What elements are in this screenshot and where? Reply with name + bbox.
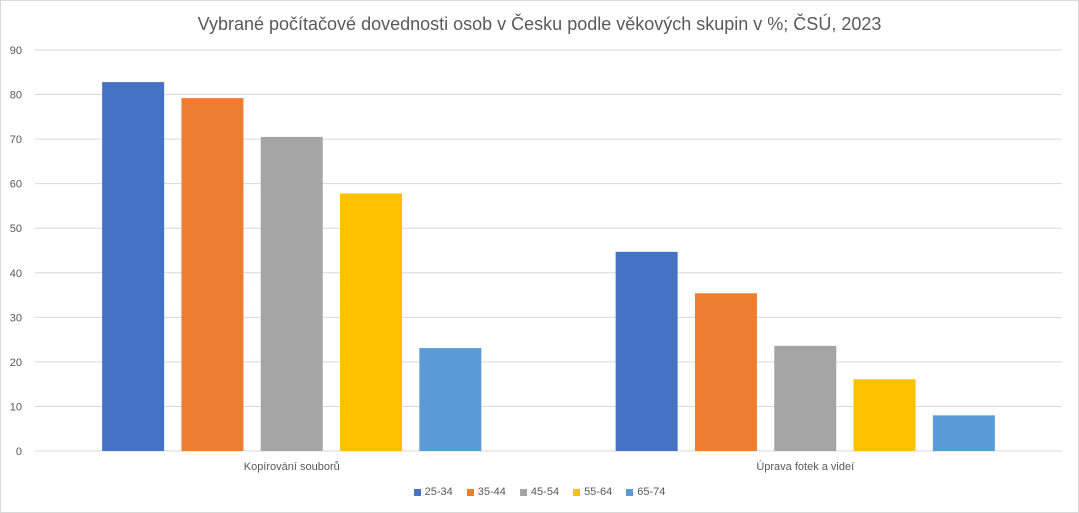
bar-25-34-1 <box>615 251 678 451</box>
bar-55-64-0 <box>340 193 403 452</box>
bar-45-54-0 <box>260 136 323 451</box>
bar-25-34-0 <box>102 82 165 451</box>
bar-35-44-0 <box>181 98 244 452</box>
y-tick-label: 70 <box>10 134 22 146</box>
y-tick-label: 40 <box>10 268 22 280</box>
y-tick-label: 60 <box>10 179 22 191</box>
bar-65-74-1 <box>932 415 995 451</box>
y-tick-label: 0 <box>16 446 22 458</box>
legend-swatch <box>626 488 634 496</box>
y-tick-label: 10 <box>10 401 22 413</box>
y-tick-label: 30 <box>10 312 22 324</box>
legend-item: 45-54 <box>519 486 560 498</box>
legend-swatch <box>519 488 527 496</box>
chart-title: Vybrané počítačové dovednosti osob v Čes… <box>197 14 882 34</box>
legend-label: 55-64 <box>584 486 613 498</box>
bar-45-54-1 <box>774 345 837 451</box>
legend-item: 55-64 <box>573 486 612 498</box>
legend-label: 35-44 <box>477 486 506 498</box>
legend-swatch <box>466 488 474 496</box>
legend-swatch <box>413 488 421 496</box>
legend-label: 45-54 <box>530 486 560 498</box>
legend-item: 35-44 <box>466 486 506 498</box>
legend: 25-34 35-44 45-54 55-64 65-74 <box>0 486 1079 498</box>
legend-swatch <box>573 488 581 496</box>
y-tick-label: 80 <box>10 90 22 102</box>
legend-label: 65-74 <box>637 486 666 498</box>
y-tick-label: 20 <box>10 357 22 369</box>
y-tick-label: 50 <box>10 223 22 235</box>
bar-55-64-1 <box>853 379 916 451</box>
legend-item: 25-34 <box>413 486 453 498</box>
legend-label: 25-34 <box>424 486 453 498</box>
category-label: Kopírování souborů <box>244 461 340 473</box>
bar-65-74-0 <box>419 348 482 451</box>
bar-35-44-1 <box>694 293 757 451</box>
y-tick-label: 90 <box>10 45 22 57</box>
category-label: Úprava fotek a videí <box>756 460 854 473</box>
legend-item: 65-74 <box>626 486 665 498</box>
